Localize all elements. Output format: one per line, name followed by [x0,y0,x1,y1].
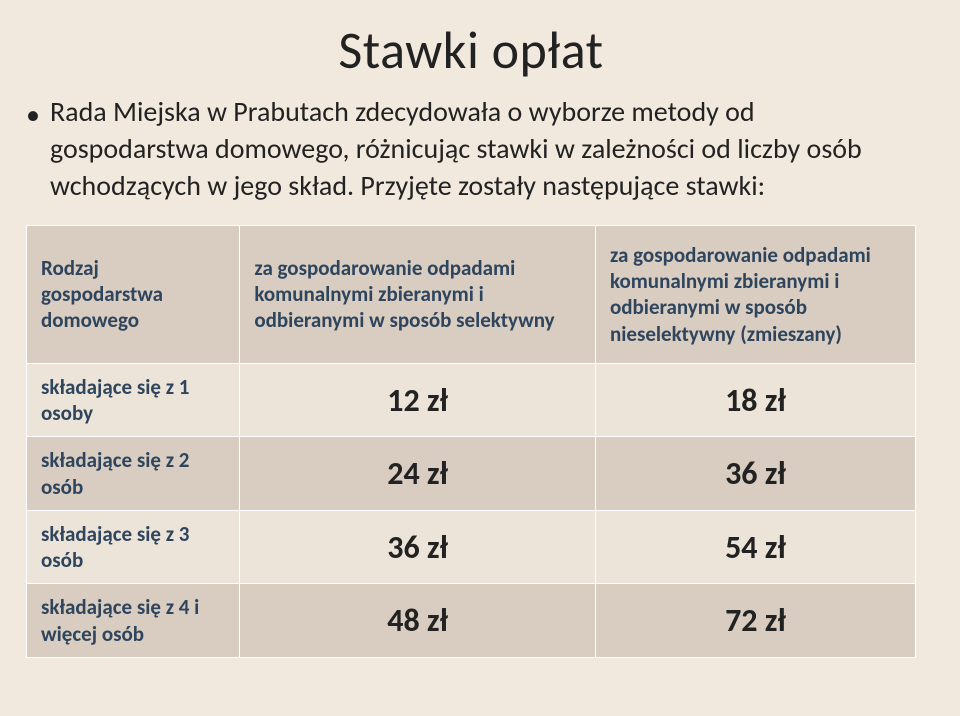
row-value-selective: 36 zł [240,510,596,584]
row-label: składające się z 3 osób [27,510,240,584]
row-label: składające się z 2 osób [27,437,240,511]
col-header-selective: za gospodarowanie odpadami komunalnymi z… [240,225,596,363]
row-value-nonselective: 72 zł [595,584,915,658]
col-header-nonselective: za gospodarowanie odpadami komunalnymi z… [595,225,915,363]
row-value-nonselective: 18 zł [595,363,915,437]
col-header-category: Rodzaj gospodarstwa domowego [27,225,240,363]
table-header-row: Rodzaj gospodarstwa domowego za gospodar… [27,225,916,363]
row-label: składające się z 1 osoby [27,363,240,437]
table-row: składające się z 2 osób 24 zł 36 zł [27,437,916,511]
row-value-selective: 48 zł [240,584,596,658]
intro-text: Rada Miejska w Prabutach zdecydowała o w… [50,94,906,205]
table-row: składające się z 4 i więcej osób 48 zł 7… [27,584,916,658]
row-label: składające się z 4 i więcej osób [27,584,240,658]
bullet-icon: • [26,98,40,132]
table-row: składające się z 1 osoby 12 zł 18 zł [27,363,916,437]
rates-table: Rodzaj gospodarstwa domowego za gospodar… [26,225,916,658]
intro-block: • Rada Miejska w Prabutach zdecydowała o… [26,94,916,205]
row-value-selective: 12 zł [240,363,596,437]
row-value-nonselective: 54 zł [595,510,915,584]
table-row: składające się z 3 osób 36 zł 54 zł [27,510,916,584]
row-value-nonselective: 36 zł [595,437,915,511]
row-value-selective: 24 zł [240,437,596,511]
page-title: Stawki opłat [26,18,916,82]
